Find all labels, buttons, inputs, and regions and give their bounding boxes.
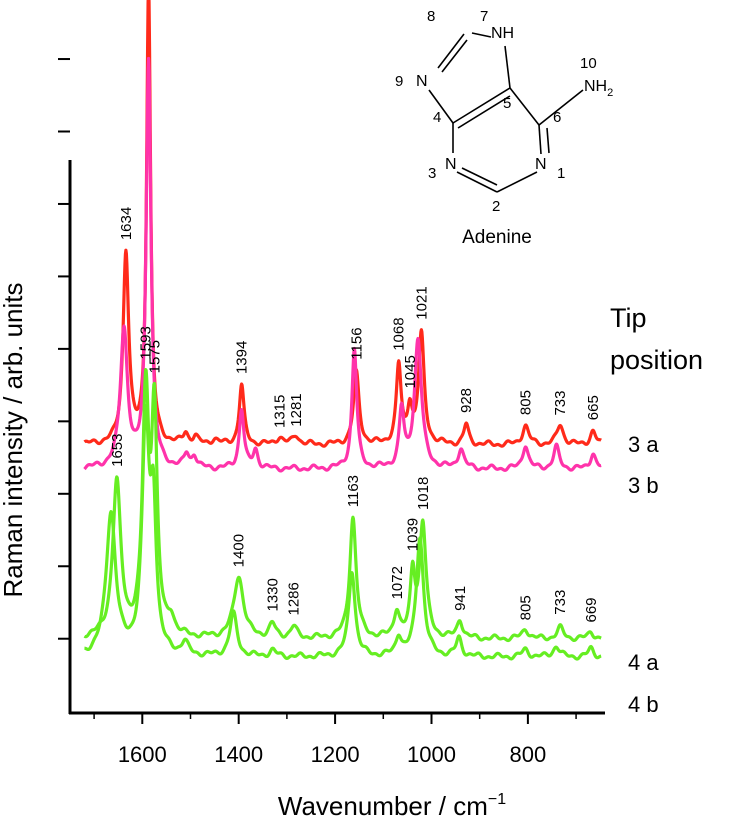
peak-label: 1400 (231, 534, 248, 567)
spectra-series (83, 0, 603, 661)
atom-number-2: 2 (492, 198, 500, 215)
x-axis-ticks: 1600 1400 1200 1000 800 (93, 713, 577, 767)
x-tick-label: 1400 (214, 742, 263, 767)
trace-label: 4 b (628, 692, 659, 717)
series-line-4a (83, 367, 603, 643)
x-axis-title: Wavenumber / cm−1 (278, 791, 506, 821)
peak-label: 1018 (415, 477, 432, 510)
peak-label: 1163 (345, 475, 362, 507)
peak-label: 665 (585, 395, 602, 420)
atom-n1: N (535, 156, 547, 173)
x-tick-label: 1000 (407, 742, 456, 767)
trace-label: 4 a (628, 650, 659, 675)
peak-label: 1039 (405, 518, 422, 551)
peak-labels: 1634158713941315128111561068104510219288… (109, 207, 602, 623)
atom-nh2: NH2 (584, 78, 613, 99)
y-axis-title: Raman intensity / arb. units (0, 282, 28, 597)
peak-label: 1394 (234, 341, 251, 374)
peak-label: 1330 (264, 578, 281, 611)
atom-number-8: 8 (427, 8, 435, 25)
peak-label: 941 (452, 586, 469, 611)
plot-axes (68, 160, 605, 715)
peak-label: 1653 (109, 434, 126, 467)
atom-n7: NH (491, 25, 514, 42)
trace-labels: 3 a 3 b 4 a 4 b (628, 432, 659, 717)
trace-label: 3 a (628, 432, 659, 457)
peak-label: 733 (552, 590, 569, 615)
peak-label: 1575 (146, 340, 163, 373)
y-axis-ticks (58, 58, 70, 640)
atom-number-4: 4 (433, 109, 441, 126)
atom-n9: N (416, 73, 428, 90)
peak-label: 1281 (288, 393, 305, 426)
tip-position-title: Tip position (610, 303, 703, 375)
peak-label: 1068 (391, 317, 408, 350)
x-tick-label: 1200 (311, 742, 360, 767)
series-line-3a (83, 0, 603, 448)
x-tick-label: 1600 (118, 742, 167, 767)
atom-number-10: 10 (580, 55, 597, 72)
atom-n3: N (445, 156, 457, 173)
atom-number-3: 3 (428, 165, 436, 182)
x-tick-label: 800 (510, 742, 547, 767)
peak-label: 1634 (118, 207, 135, 240)
series-line-3b (83, 56, 603, 473)
peak-label: 805 (517, 595, 534, 620)
molecule-name: Adenine (462, 227, 532, 248)
peak-label: 928 (458, 388, 475, 413)
atom-number-6: 6 (553, 109, 561, 126)
atom-number-7: 7 (480, 8, 488, 25)
adenine-bonds (428, 32, 584, 193)
peak-label: 1021 (413, 286, 430, 319)
peak-label: 1286 (286, 582, 303, 615)
peak-label: 805 (517, 390, 534, 415)
trace-label: 3 b (628, 473, 659, 498)
peak-label: 1156 (348, 327, 365, 359)
adenine-structure: NH N N N NH2 8 7 10 9 5 4 6 3 1 2 Adenin… (395, 8, 613, 248)
peak-label: 1315 (272, 395, 289, 428)
peak-label: 1045 (402, 355, 419, 388)
series-line-4b (83, 403, 603, 661)
peak-label: 1072 (389, 566, 406, 599)
peak-label: 1593 (138, 326, 155, 359)
atom-number-5: 5 (503, 95, 511, 112)
atom-number-1: 1 (557, 165, 565, 182)
atom-number-9: 9 (395, 73, 403, 90)
peak-label: 669 (583, 597, 600, 622)
peak-label: 733 (552, 391, 569, 416)
